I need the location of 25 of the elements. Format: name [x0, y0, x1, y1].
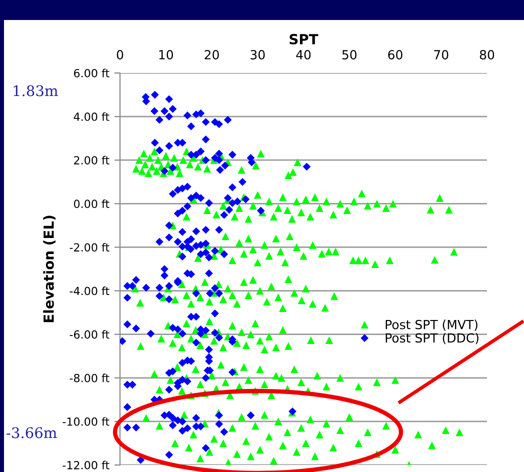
legend-label: Post SPT (MVT)	[386, 320, 478, 331]
x-tick-label: 30	[250, 50, 265, 60]
x-tick-label: 70	[434, 50, 448, 60]
text: 1.83m	[14, 85, 58, 96]
y-axis-title: Elevation (EL)	[43, 216, 56, 322]
y-tick-label: -12.00 ft	[62, 460, 110, 470]
x-axis-title: SPT	[290, 34, 318, 44]
y-tick-label: 0.00 ft	[74, 199, 110, 208]
text: -3.66m	[6, 427, 57, 438]
x-tick-label: 50	[342, 50, 356, 60]
y-tick-label: 4.00 ft	[74, 112, 110, 121]
x-tick-label: 10	[159, 50, 173, 60]
y-tick-label: -8.00 ft	[70, 374, 110, 382]
y-tick-label: -4.00 ft	[70, 286, 110, 296]
x-tick-label: 20	[204, 50, 219, 60]
y-tick-label: 2.00 ft	[74, 156, 110, 164]
x-tick-label: 60	[388, 50, 402, 60]
y-tick-label: -6.00 ft	[70, 330, 110, 339]
y-tick-label: 6.00 ft	[74, 68, 110, 78]
x-tick-label: 40	[296, 50, 311, 60]
y-tick-label: -10.00 ft	[62, 417, 110, 426]
y-tick-label: -2.00 ft	[70, 243, 110, 252]
x-tick-label: 80	[480, 50, 494, 60]
x-tick-label: 0	[116, 50, 124, 60]
legend-label: Post SPT (DDC)	[386, 332, 478, 344]
